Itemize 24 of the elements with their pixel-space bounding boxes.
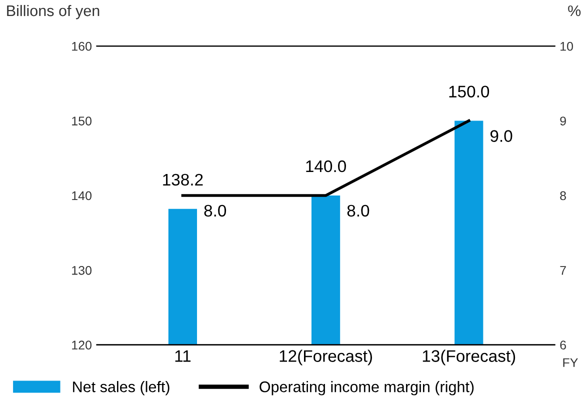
y2-tick-label: 8	[560, 191, 566, 200]
data-label: 150.0	[449, 86, 490, 98]
y-tick-label: 130	[72, 266, 92, 275]
y-tick-label: 150	[72, 116, 92, 126]
y-tick-label: 140	[72, 191, 92, 200]
legend-label: Net sales (left)	[73, 381, 170, 396]
y2-tick-label: 7	[560, 266, 566, 275]
data-label: 9.0	[490, 130, 512, 142]
x-tick-label: 12(Forecast)	[280, 350, 372, 366]
y-tick-label: 120	[72, 340, 92, 350]
y2-tick-label: 10	[560, 42, 573, 51]
y2-tick-label: 6	[560, 340, 566, 350]
x-tick-label: 13(Forecast)	[422, 350, 516, 366]
data-label: 138.2	[163, 174, 203, 186]
x-axis-title: FY	[563, 358, 578, 367]
y2-tick-label: 9	[560, 116, 566, 126]
x-tick-label: 11	[175, 350, 191, 362]
data-label: 8.0	[204, 204, 226, 217]
data-label: 8.0	[347, 204, 370, 217]
data-label: 140.0	[306, 160, 346, 172]
legend-label: Operating income margin (right)	[260, 381, 474, 396]
y2-axis-title: %	[568, 5, 581, 16]
y-axis-title: Billions of yen	[7, 4, 100, 20]
y-tick-label: 160	[72, 42, 92, 51]
